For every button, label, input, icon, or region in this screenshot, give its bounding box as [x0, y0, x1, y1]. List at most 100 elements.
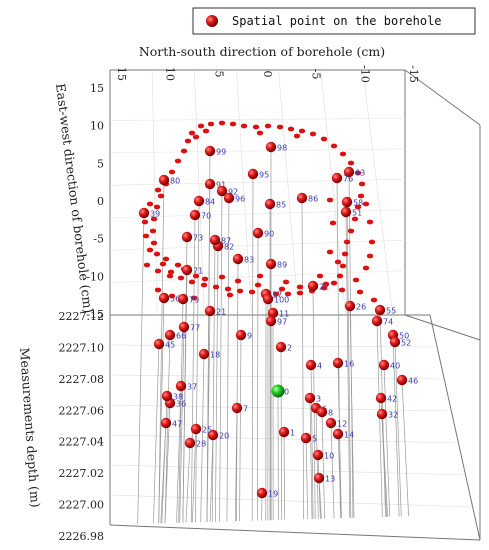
point-label: 5 — [312, 435, 317, 444]
guide-line — [185, 442, 191, 523]
projected-point — [368, 239, 376, 245]
point-marker — [232, 253, 244, 265]
guide-line — [321, 411, 325, 519]
guide-line — [392, 334, 400, 517]
projected-point — [212, 284, 220, 290]
point-marker — [256, 487, 268, 499]
point-marker — [374, 304, 386, 316]
point-marker — [164, 329, 176, 341]
point-marker — [371, 315, 383, 327]
data-point: 4 — [305, 359, 322, 371]
point-marker — [389, 336, 401, 348]
projected-point — [157, 193, 165, 199]
projected-point — [207, 121, 215, 127]
guide-line — [394, 341, 402, 517]
point-label: 28 — [196, 440, 206, 449]
point-label: 51 — [352, 209, 362, 218]
projected-point — [287, 126, 295, 132]
guide-line — [251, 173, 254, 521]
guide-line — [383, 364, 391, 517]
projected-point — [190, 295, 198, 301]
point-label: 66 — [176, 332, 186, 341]
point-label: 91 — [216, 181, 226, 190]
point-marker — [178, 321, 190, 333]
projected-point — [282, 279, 290, 285]
data-point: 19 — [256, 487, 278, 499]
point-label: 22 — [319, 283, 329, 292]
depth-tick-label: 2227.02 — [59, 467, 105, 480]
projected-point — [351, 216, 359, 222]
guide-line — [330, 422, 335, 519]
projected-point — [146, 247, 154, 253]
point-marker — [247, 168, 259, 180]
point-marker — [376, 408, 388, 420]
ns-tick-label: 10 — [164, 67, 177, 81]
grid-depth-6 — [109, 494, 473, 508]
projected-point — [200, 282, 208, 288]
guide-line — [318, 477, 322, 519]
point-marker — [153, 338, 165, 350]
data-point: 87 — [209, 234, 231, 246]
projected-point — [256, 130, 264, 136]
data-point: 52 — [389, 336, 411, 348]
depth-tick-label: 2227.00 — [59, 499, 105, 512]
projected-point — [330, 280, 338, 286]
projected-point — [272, 291, 280, 297]
data-point: 9 — [235, 329, 252, 341]
data-point: 11 — [267, 307, 289, 319]
projected-point — [347, 160, 355, 166]
ew-tick-label: -5 — [93, 233, 104, 246]
guide-line — [283, 431, 286, 520]
grid-ns-2 — [193, 69, 205, 316]
projected-point — [167, 269, 175, 275]
point-label: 46 — [408, 377, 418, 386]
data-point: 38 — [161, 390, 183, 402]
point-marker — [396, 374, 408, 386]
point-label: 79 — [189, 296, 199, 305]
point-marker — [231, 402, 243, 414]
ew-tick-label: 15 — [90, 82, 104, 95]
point-marker — [181, 231, 193, 243]
data-point: 91 — [204, 178, 226, 190]
projected-point — [347, 228, 355, 234]
grid-ns-3 — [236, 69, 252, 316]
point-label: 85 — [276, 201, 286, 210]
point-marker — [252, 227, 264, 239]
projected-point — [143, 262, 151, 268]
depth-tick-label: 2227.10 — [59, 341, 105, 354]
data-point: 76 — [331, 172, 353, 184]
projected-point — [326, 197, 334, 203]
data-point: 42 — [375, 392, 397, 404]
data-point: 99 — [204, 145, 226, 157]
plot-box — [109, 69, 481, 541]
data-point: 80 — [158, 174, 180, 186]
point-label: 74 — [383, 318, 393, 327]
point-label: 84 — [205, 198, 215, 207]
box-edge-3 — [404, 69, 481, 126]
ns-tick-label: -15 — [407, 65, 420, 83]
ns-tick-label: 0 — [261, 71, 274, 78]
point-marker — [175, 380, 187, 392]
projected-point — [201, 276, 209, 282]
point-marker — [158, 174, 170, 186]
point-marker — [177, 293, 189, 305]
point-marker — [262, 293, 274, 305]
projected-point — [320, 136, 328, 142]
grid-ew-1 — [109, 118, 406, 121]
point-label: 95 — [259, 171, 269, 180]
point-label: 42 — [387, 395, 397, 404]
point-label: 37 — [187, 383, 197, 392]
data-point: 37 — [175, 380, 197, 392]
point-marker — [235, 329, 247, 341]
point-marker — [223, 192, 235, 204]
projected-point — [276, 124, 284, 130]
projected-point — [296, 290, 304, 296]
data-point: 66 — [164, 329, 186, 341]
legend-marker — [206, 15, 218, 27]
projected-point — [357, 193, 365, 199]
point-marker — [160, 417, 172, 429]
point-label: 9 — [247, 332, 252, 341]
projected-point — [218, 274, 226, 280]
projected-point — [362, 265, 370, 271]
projected-point — [339, 151, 347, 157]
